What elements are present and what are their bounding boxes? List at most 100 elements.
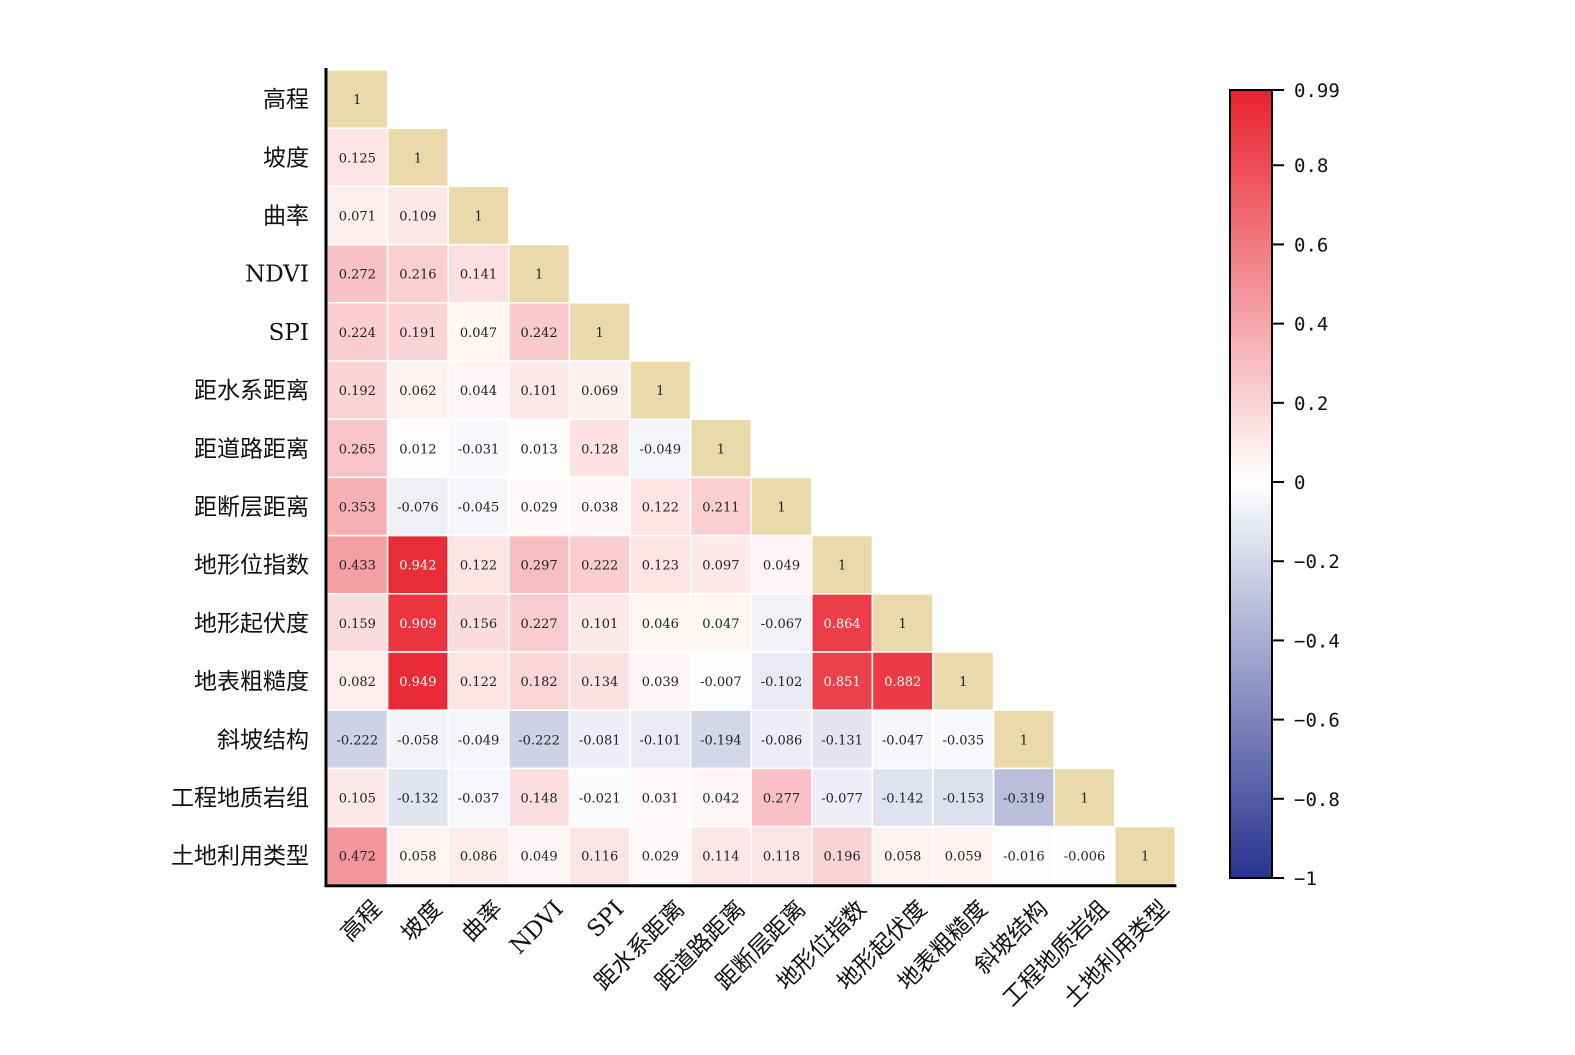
cell-value-label: 0.227 xyxy=(520,617,557,632)
cell-value-label: 0.029 xyxy=(642,850,679,865)
cell-value-label: 0.082 xyxy=(339,675,376,690)
heatmap-cell xyxy=(447,476,510,537)
cell-value-label: -0.035 xyxy=(942,733,984,748)
heatmap-cell xyxy=(326,534,389,595)
row-label: 地形起伏度 xyxy=(194,611,309,637)
heatmap-cell xyxy=(932,825,995,886)
cell-value-label: 0.101 xyxy=(581,617,618,632)
heatmap-cell xyxy=(689,418,752,479)
cell-value-label: -0.222 xyxy=(336,733,378,748)
colorbar: 0.99 0.8 0.6 0.4 0.2 0 −0.2 −0.4 −0.6 −0.8 −1 xyxy=(1229,80,1340,890)
heatmap-cell xyxy=(326,767,389,828)
cell-value-label: 0.058 xyxy=(399,850,436,865)
heatmap-cell xyxy=(992,825,1055,886)
cell-value-label: 0.134 xyxy=(581,675,618,690)
heatmap-cell xyxy=(568,360,631,420)
heatmap-cell xyxy=(326,593,389,653)
cell-value-label: 0.086 xyxy=(460,850,497,865)
heatmap-axes xyxy=(324,68,1177,888)
cell-value-label: 0.128 xyxy=(581,442,618,457)
cell-value-label: 1 xyxy=(353,93,361,108)
heatmap-cell xyxy=(1114,825,1177,886)
cell-value-label: -0.049 xyxy=(458,733,500,748)
cell-value-label: 0.265 xyxy=(339,442,376,457)
colorbar-tick-label: −0.2 xyxy=(1294,551,1340,573)
colorbar-tick-label: 0.6 xyxy=(1294,234,1328,256)
cell-value-label: -0.021 xyxy=(579,792,621,807)
cell-value-label: 1 xyxy=(414,151,422,166)
cell-value-label: 0.059 xyxy=(945,850,982,865)
heatmap-cell xyxy=(629,418,692,479)
cell-value-label: -0.222 xyxy=(518,733,560,748)
cell-value-label: 0.013 xyxy=(520,442,557,457)
column-label: 工程地质岩组 xyxy=(998,896,1114,1012)
cell-value-label: -0.101 xyxy=(639,733,681,748)
cell-value-label: -0.153 xyxy=(942,792,984,807)
heatmap-cell xyxy=(932,709,995,770)
heatmap-cell xyxy=(447,593,510,653)
heatmap-cell xyxy=(326,127,389,188)
cell-value-label: 0.277 xyxy=(763,792,800,807)
cell-value-label: -0.047 xyxy=(882,733,924,748)
cell-value-label: 0.122 xyxy=(460,559,497,574)
heatmap-cell xyxy=(508,243,571,304)
column-label: SPI xyxy=(582,896,629,943)
cell-value-label: 0.105 xyxy=(339,792,376,807)
heatmap-cell xyxy=(750,825,813,886)
cell-value-label: 0.029 xyxy=(520,501,557,516)
heatmap-cell xyxy=(447,709,510,770)
heatmap-cell xyxy=(386,418,449,479)
cell-value-label: 0.942 xyxy=(399,559,436,574)
cell-value-label: 0.114 xyxy=(702,850,739,865)
heatmap-cells: 1 0.125 1 0.071 0.109 1 0.272 0.216 0.141 1 0.224 0… xyxy=(326,69,1177,886)
cell-value-label: -0.006 xyxy=(1064,850,1106,865)
cell-value-label: -0.067 xyxy=(761,617,803,632)
row-label: 距断层距离 xyxy=(194,495,309,521)
colorbar-tick-label: 0.2 xyxy=(1294,393,1328,415)
cell-value-label: 0.242 xyxy=(520,326,557,341)
cell-value-label: 0.062 xyxy=(399,384,436,399)
heatmap-cell xyxy=(811,534,874,595)
heatmap-cell xyxy=(386,243,449,304)
heatmap-cell xyxy=(1053,767,1116,828)
cell-value-label: -0.016 xyxy=(1003,850,1045,865)
cell-value-label: 0.433 xyxy=(339,559,376,574)
heatmap-cell xyxy=(386,593,449,653)
row-label: 斜坡结构 xyxy=(217,727,309,753)
cell-value-label: -0.194 xyxy=(700,733,742,748)
cell-value-label: -0.076 xyxy=(397,501,439,516)
cell-value-label: 0.058 xyxy=(884,850,921,865)
heatmap-cell xyxy=(508,534,571,595)
cell-value-label: -0.086 xyxy=(761,733,803,748)
heatmap-cell xyxy=(326,418,389,479)
cell-value-label: 0.047 xyxy=(460,326,497,341)
row-label: 土地利用类型 xyxy=(171,844,309,870)
heatmap-cell xyxy=(750,593,813,653)
colorbar-tick-label: 0.8 xyxy=(1294,155,1328,177)
heatmap-cell xyxy=(811,709,874,770)
colorbar-gradient xyxy=(1229,89,1273,879)
cell-value-label: 0.123 xyxy=(642,559,679,574)
heatmap-cell xyxy=(689,825,752,886)
column-label: NDVI xyxy=(505,896,569,960)
cell-value-label: 0.224 xyxy=(339,326,376,341)
cell-value-label: 0.182 xyxy=(520,675,557,690)
heatmap-cell xyxy=(508,651,571,711)
heatmap-cell xyxy=(629,534,692,595)
heatmap-cell xyxy=(326,476,389,537)
cell-value-label: 0.297 xyxy=(520,559,557,574)
cell-value-label: -0.102 xyxy=(761,675,803,690)
heatmap-cell xyxy=(629,709,692,770)
heatmap-cell xyxy=(508,709,571,770)
cell-value-label: 0.049 xyxy=(520,850,557,865)
colorbar-tick-label: 0 xyxy=(1294,472,1305,494)
column-label: 高程 xyxy=(336,896,387,947)
cell-value-label: -0.007 xyxy=(700,675,742,690)
cell-value-label: 1 xyxy=(838,559,846,574)
cell-value-label: -0.081 xyxy=(579,733,621,748)
colorbar-tick-label: 0.4 xyxy=(1294,314,1328,336)
cell-value-label: 1 xyxy=(1141,850,1149,865)
cell-value-label: -0.037 xyxy=(458,792,500,807)
